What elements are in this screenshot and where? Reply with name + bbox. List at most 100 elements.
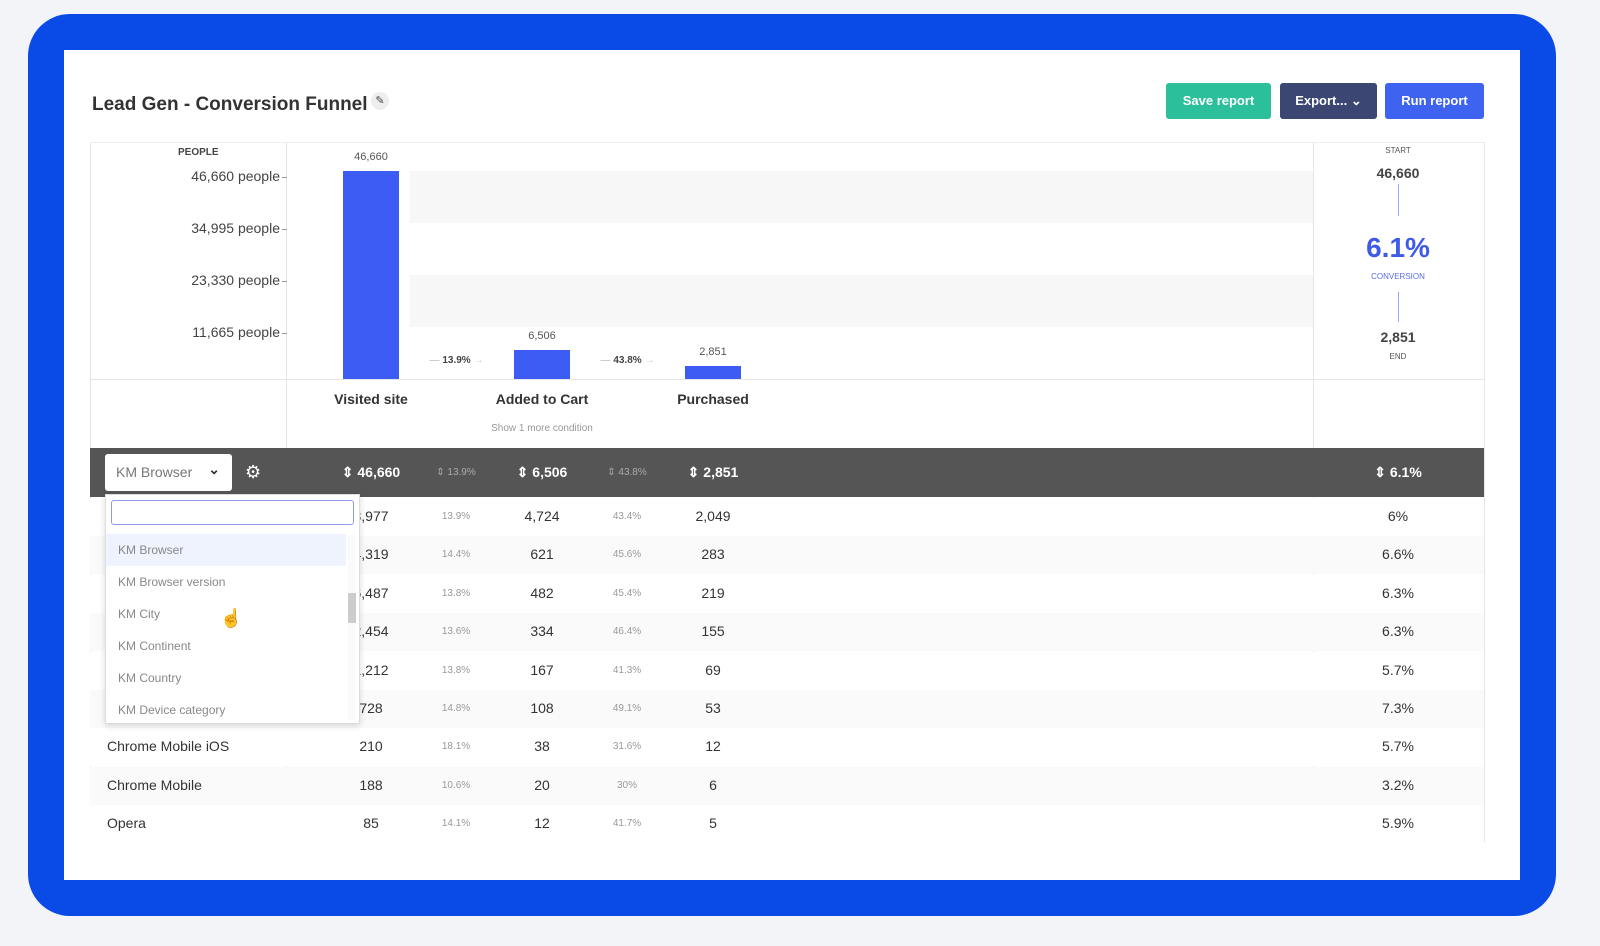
row-conversion: 6.3% [1382,584,1414,601]
row-value: 4,319 [353,546,389,563]
row-value: 13.9% [441,511,471,522]
total-value: 43.8% [618,467,647,478]
row-value: 13.8% [441,664,471,676]
step-rate: — 13.9% → [429,355,484,366]
dropdown-option[interactable]: KM Device category [118,703,226,717]
sort-column[interactable]: ⇕ 13.9% [436,467,476,478]
step-label: Visited site [334,391,408,407]
dimension-search-input[interactable] [111,500,354,525]
row-conversion: 6.6% [1382,546,1414,563]
end-value: 2,851 [1380,329,1416,345]
row-value: 621 [530,546,554,563]
baseline [90,379,1484,380]
run-report-button[interactable]: Run report [1385,83,1484,119]
end-label: END [1389,352,1407,361]
export-label: Export... [1295,93,1348,108]
row-value: 13.8% [441,587,471,599]
sort-column[interactable]: ⇕ 6,506 [516,464,568,480]
sort-conversion[interactable]: ⇕ 6.1% [1374,464,1422,480]
row-value: 43.4% [612,511,642,522]
y-tick [282,229,287,230]
step-rate: — 43.8% → [600,355,655,366]
scrollbar-thumb[interactable] [348,593,356,623]
dropdown-option[interactable]: KM Browser version [118,575,226,589]
chevron-down-icon: ⌄ [1350,93,1362,108]
start-label: START [1385,146,1411,155]
divider [1484,142,1485,842]
divider [90,142,1484,143]
row-value: 728 [359,700,383,716]
row-value: 167 [530,661,554,678]
scrollbar[interactable] [348,535,356,720]
row-value: 2,454 [353,623,389,640]
row-value: 2,049 [695,508,731,524]
row-value: 45.4% [612,587,642,599]
row-value: 49.1% [612,703,642,714]
funnel-bar[interactable] [685,366,741,379]
row-label: Opera [107,815,146,832]
row-value: 53 [705,700,721,716]
row-value: 210 [359,738,383,755]
dropdown-option[interactable]: KM Country [118,671,182,685]
row-value: 41.3% [612,664,642,676]
sort-column[interactable]: ⇕ 2,851 [687,464,739,480]
hand-cursor-icon: ☝ [220,608,243,628]
total-conversion: 6.1% [1389,464,1422,480]
table-row[interactable]: Chrome Mobile 188 10.6% 20 30% 6 3.2% [90,766,1484,805]
funnel-bar[interactable] [343,171,399,379]
total-value: 46,660 [357,464,401,480]
y-tick-label: 11,665 people [192,324,280,340]
row-value: 18.1% [441,741,471,753]
sort-column[interactable]: ⇕ 46,660 [341,464,401,480]
row-value: 45.6% [612,549,642,561]
page-title: Lead Gen - Conversion Funnel [92,94,368,115]
gear-icon[interactable]: ⚙ [245,462,262,482]
row-value: 13.6% [441,626,471,638]
row-value: 5 [709,815,717,832]
row-value: 1,212 [353,661,389,678]
show-more-condition-link[interactable]: Show 1 more condition [491,423,593,434]
table-row[interactable]: Opera 85 14.1% 12 41.7% 5 5.9% [90,805,1484,844]
dropdown-option[interactable]: KM Browser [106,534,346,566]
row-value: 155 [701,623,725,640]
row-value: 14.1% [441,818,471,830]
row-value: 85 [363,815,379,832]
row-label: Chrome Mobile [107,776,202,793]
grid-band [410,275,1313,327]
row-value: 188 [359,776,383,793]
export-button[interactable]: Export... ⌄ [1280,83,1377,119]
row-value: 3,977 [353,508,389,524]
funnel-bar[interactable] [514,349,570,379]
y-tick-label: 23,330 people [191,272,280,288]
row-value: 41.7% [612,818,642,830]
y-tick-label: 46,660 people [191,168,280,184]
row-conversion: 5.7% [1382,738,1414,755]
grid-band [410,171,1313,223]
row-value: 4,724 [524,508,560,524]
bar-value-label: 6,506 [528,329,556,342]
row-value: 31.6% [612,741,642,753]
row-value: 46.4% [612,626,642,638]
row-value: 14.4% [441,549,471,561]
conversion-label: CONVERSION [1371,272,1425,281]
y-tick [282,281,287,282]
dimension-value: KM Browser [116,464,193,480]
total-value: 6,506 [532,464,568,480]
y-tick [282,333,287,334]
dropdown-option[interactable]: KM City [118,607,160,621]
row-conversion: 6.3% [1382,623,1414,640]
table-row[interactable]: Chrome Mobile iOS 210 18.1% 38 31.6% 12 5.7% [90,728,1484,767]
row-value: 482 [530,584,554,601]
row-conversion: 7.3% [1382,700,1414,716]
save-report-button[interactable]: Save report [1166,83,1271,119]
edit-title-icon[interactable]: ✎ [371,92,389,110]
y-tick-label: 34,995 people [191,220,280,236]
chevron-down-icon: ⌄ [208,461,220,477]
row-value: 69 [705,661,721,678]
row-value: 38 [534,738,550,755]
dropdown-option[interactable]: KM Continent [118,639,191,653]
sort-column[interactable]: ⇕ 43.8% [607,467,647,478]
dimension-dropdown: KM Browser KM Browser version KM City KM Co… [105,494,360,724]
dimension-select[interactable]: KM Browser ⌄ [105,454,232,491]
row-value: 108 [530,700,554,716]
